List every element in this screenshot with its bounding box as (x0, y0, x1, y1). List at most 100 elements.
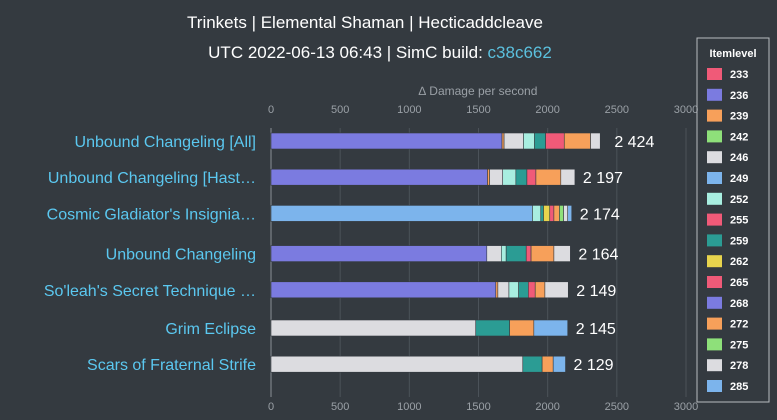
category-label[interactable]: Unbound Changeling (106, 247, 256, 264)
legend-item-275[interactable]: 275 (730, 339, 748, 351)
legend-swatch-233 (707, 68, 722, 80)
subtitle-prefix: UTC 2022-06-13 06:43 | SimC build: (208, 43, 487, 62)
bar-segment-278 (270, 355, 524, 373)
legend-swatch-252 (707, 192, 722, 205)
legend-item-272[interactable]: 272 (730, 319, 748, 331)
x-tick-label: 2500 (605, 401, 629, 413)
bar (270, 355, 566, 373)
legend-swatch-278 (707, 359, 722, 372)
bar (270, 132, 601, 150)
chart-title: Trinkets | Elemental Shaman | Hecticaddc… (187, 13, 543, 32)
bar-segment-259 (534, 132, 546, 150)
legend-swatch-265 (707, 276, 722, 288)
x-tick-label: 2500 (605, 104, 629, 116)
legend-item-249[interactable]: 249 (730, 173, 748, 185)
bar (270, 205, 573, 222)
chart-subtitle: UTC 2022-06-13 06:43 | SimC build: c38c6… (208, 43, 552, 62)
category-labels: Unbound Changeling [All] Unbound Changeli… (44, 134, 256, 374)
x-tick-label: 1000 (397, 104, 421, 116)
value-label: 2 197 (583, 170, 623, 187)
bar-segment-275 (559, 205, 564, 222)
legend-item-262[interactable]: 262 (730, 256, 748, 268)
legend-item-259[interactable]: 259 (730, 235, 748, 247)
value-label: 2 164 (578, 247, 618, 264)
bar-segment-239 (501, 132, 505, 150)
bar-segment-246 (503, 132, 524, 150)
legend-swatch-242 (707, 130, 722, 143)
bar-segment-259 (475, 319, 510, 337)
bar-segment-265 (526, 168, 537, 186)
bar (270, 281, 569, 299)
bar (270, 245, 571, 262)
bars (270, 132, 601, 373)
bar-segment-246 (486, 245, 502, 262)
category-label[interactable]: Unbound Changeling [Hast… (48, 170, 256, 187)
legend-item-246[interactable]: 246 (730, 152, 748, 164)
legend-swatch-236 (707, 88, 722, 101)
value-label: 2 174 (580, 206, 620, 223)
bar-segment-259 (515, 168, 528, 186)
legend-item-242[interactable]: 242 (730, 131, 748, 143)
legend-swatch-249 (707, 172, 722, 184)
category-label[interactable]: Scars of Fraternal Strife (87, 357, 256, 374)
bar-segment-278 (560, 168, 576, 186)
bar-segment-259 (505, 245, 527, 262)
bar-segment-265 (549, 205, 555, 222)
bar-segment-236 (270, 281, 497, 299)
legend-item-233[interactable]: 233 (730, 69, 748, 81)
bar-segment-278 (553, 245, 571, 262)
legend-item-236[interactable]: 236 (730, 90, 748, 102)
legend-swatch-262 (707, 255, 722, 268)
bar-segment-278 (590, 132, 601, 150)
legend-item-255[interactable]: 255 (730, 215, 748, 227)
x-tick-label: 3000 (674, 401, 698, 413)
bar-segment-265 (527, 281, 536, 299)
legend-swatch-268 (707, 296, 722, 309)
bar-segment-239 (487, 168, 490, 186)
bar-segment-285 (552, 355, 566, 373)
bar-segment-246 (270, 319, 477, 337)
category-label[interactable]: Unbound Changeling [All] (75, 134, 256, 151)
legend-item-278[interactable]: 278 (730, 360, 748, 372)
build-link[interactable]: c38c662 (488, 43, 552, 62)
bar-segment-278 (544, 281, 569, 299)
bar-segment-272 (530, 245, 555, 262)
legend-item-252[interactable]: 252 (730, 194, 748, 206)
legend-border (696, 37, 770, 403)
x-ticks-bottom: 0 500 1000 1500 2000 2500 3000 (268, 401, 698, 413)
bar-segment-265 (525, 245, 532, 262)
value-label: 2 129 (574, 357, 614, 374)
x-tick-label: 2000 (535, 401, 559, 413)
legend-title: Itemlevel (709, 48, 756, 60)
bar-segment-259 (518, 281, 529, 299)
value-label: 2 145 (576, 321, 616, 338)
category-label[interactable]: Cosmic Gladiator's Insignia… (47, 206, 256, 223)
value-labels: 2 424 2 197 2 174 2 164 2 149 2 145 2 129 (574, 134, 655, 374)
bar-segment-236 (270, 245, 488, 262)
bar-segment-272 (541, 355, 554, 373)
legend-item-239[interactable]: 239 (730, 111, 748, 123)
category-label[interactable]: So'leah's Secret Technique … (44, 283, 256, 300)
bar-segment-262 (543, 205, 551, 222)
bar-segment-272 (509, 319, 535, 337)
bar-segment-278 (563, 205, 569, 222)
legend-item-268[interactable]: 268 (730, 298, 748, 310)
legend-item-285[interactable]: 285 (730, 381, 748, 393)
bar-segment-272 (535, 168, 562, 186)
x-ticks-top: 0 500 1000 1500 2000 2500 3000 (268, 104, 698, 116)
x-tick-label: 500 (331, 104, 349, 116)
legend-swatch-285 (707, 380, 722, 392)
bar-segment-259 (522, 355, 543, 373)
x-axis-title: ∆ Damage per second (419, 84, 538, 98)
legend-item-265[interactable]: 265 (730, 277, 748, 289)
legend-swatch-275 (707, 338, 722, 351)
category-label[interactable]: Grim Eclipse (165, 321, 256, 338)
bar-segment-246 (489, 168, 504, 186)
x-tick-label: 500 (331, 401, 349, 413)
legend-swatch-239 (707, 109, 722, 122)
legend: Itemlevel 233 236 239 242 246 249 252 255 259 262… (696, 37, 770, 403)
bar-segment-272 (534, 281, 546, 299)
bar-segment-285 (533, 319, 569, 337)
x-tick-label: 1000 (397, 401, 421, 413)
